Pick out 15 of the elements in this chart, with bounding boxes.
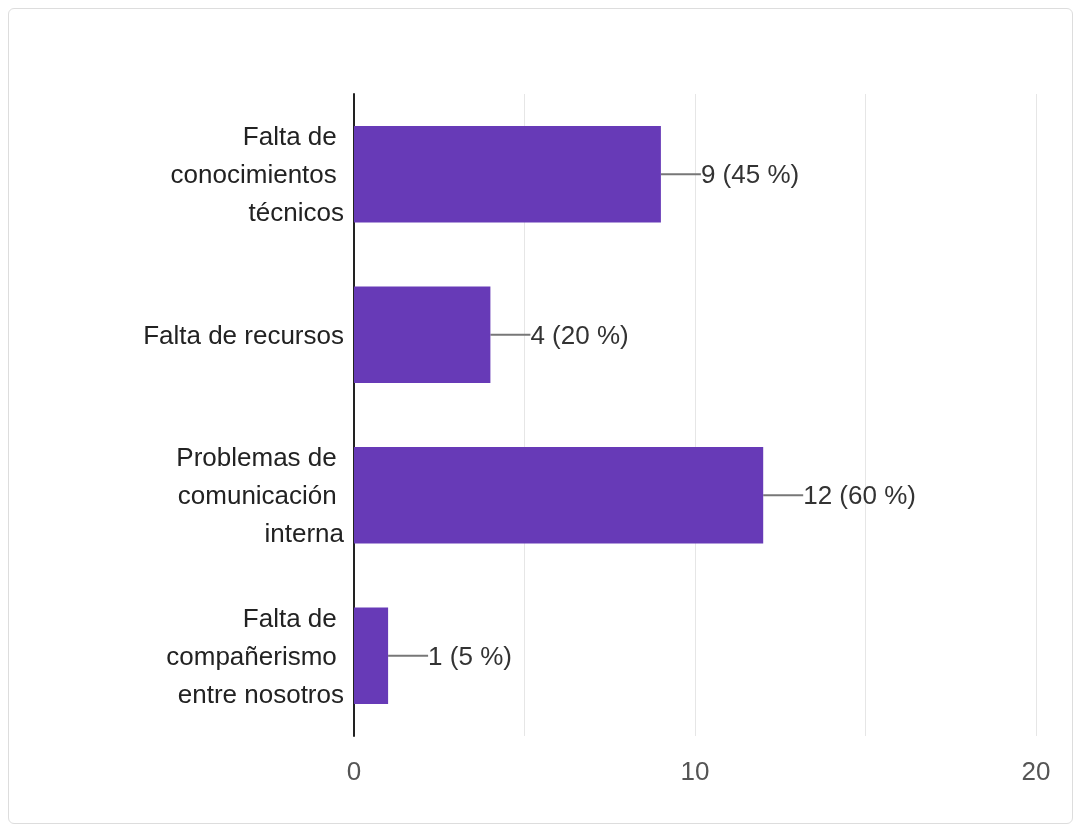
x-tick-label: 0 <box>346 756 362 786</box>
x-tick-label: 10 <box>680 756 710 786</box>
x-tick-label: 20 <box>1021 756 1051 786</box>
bar <box>354 607 389 704</box>
y-tick-label: Falta de recursos <box>143 319 344 350</box>
y-tick-label: Falta de compañerismo entre nosotros <box>166 602 344 709</box>
data-label: 1 (5 %) <box>428 640 512 671</box>
data-label: 12 (60 %) <box>803 480 916 511</box>
bar <box>354 126 661 223</box>
y-tick-label: Falta de conocimientos técnicos <box>170 121 344 228</box>
data-label: 4 (20 %) <box>530 319 629 350</box>
bar <box>354 447 764 544</box>
y-tick-label: Problemas de comunicación interna <box>176 442 345 549</box>
bar <box>354 286 491 383</box>
data-label: 9 (45 %) <box>700 159 800 190</box>
